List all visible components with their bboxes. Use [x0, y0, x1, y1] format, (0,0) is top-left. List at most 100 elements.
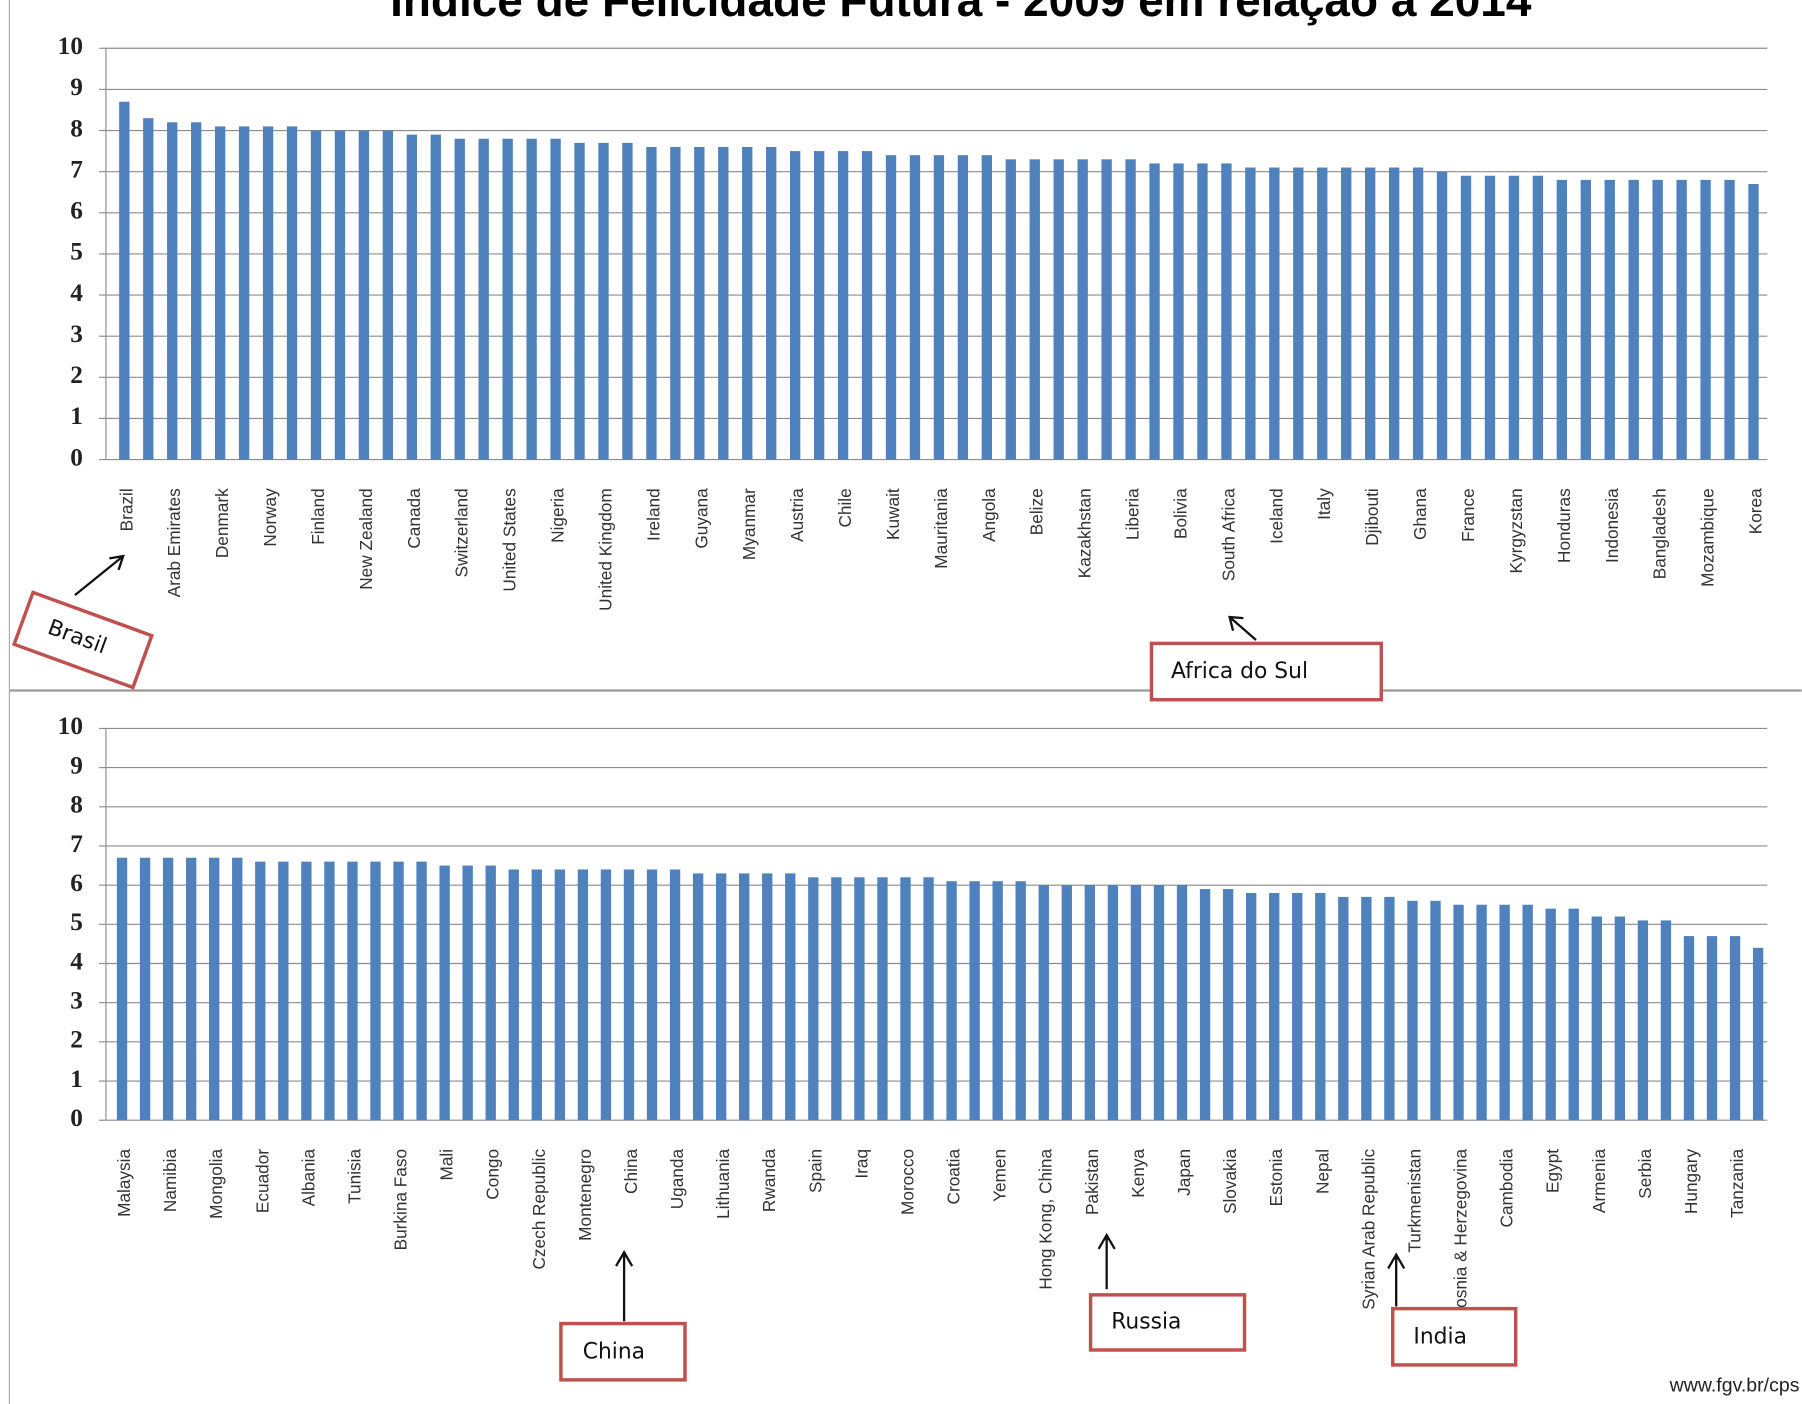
bar [669, 869, 681, 1121]
x-tick-label: Mozambique [1698, 488, 1718, 587]
x-tick-label: Bosnia & Herzegovina [1451, 1149, 1471, 1320]
bar [762, 873, 773, 1121]
bar [454, 138, 465, 460]
bar [502, 138, 513, 460]
y-tick-label: 4 [70, 947, 83, 975]
x-tick-label: Japan [1174, 1149, 1194, 1196]
x-tick-label: Mongolia [206, 1149, 226, 1219]
bar [715, 873, 727, 1121]
bar [1365, 167, 1376, 460]
arrow [74, 554, 125, 597]
bar [981, 155, 993, 460]
bar [334, 130, 346, 460]
bar [1361, 896, 1372, 1121]
bar [1676, 179, 1687, 460]
x-tick-label: Morocco [897, 1149, 917, 1215]
y-tick-label: 9 [70, 751, 83, 779]
bar [462, 865, 473, 1121]
bar [1580, 179, 1591, 460]
x-tick-label: New Zealand [356, 488, 376, 589]
bar [1724, 179, 1735, 460]
bar [262, 126, 274, 460]
x-tick-label: Kuwait [883, 488, 903, 540]
x-tick-label: Rwanda [759, 1149, 779, 1213]
x-tick-label: Mauritania [931, 488, 951, 569]
annotation: Russia [1111, 1309, 1181, 1334]
bar [1453, 904, 1464, 1121]
x-tick-label: Djibouti [1362, 488, 1382, 545]
bar [554, 869, 566, 1121]
x-tick-label: Indonesia [1602, 488, 1622, 563]
bar [278, 861, 289, 1121]
x-tick-label: Namibia [160, 1149, 180, 1213]
x-tick-label: Ecuador [252, 1149, 272, 1213]
x-tick-label: Switzerland [452, 488, 472, 577]
y-tick-label: 2 [70, 361, 83, 389]
bar [1149, 163, 1160, 460]
bar [1153, 885, 1165, 1121]
bar [191, 122, 202, 460]
annotation: India [1413, 1324, 1467, 1349]
bar [1199, 889, 1211, 1121]
x-tick-label: Denmark [212, 488, 232, 558]
bar [478, 138, 489, 460]
bar [1499, 904, 1510, 1121]
bar [1436, 171, 1448, 460]
bar [324, 861, 335, 1121]
bar [310, 130, 322, 460]
x-tick-label: Yemen [990, 1149, 1010, 1202]
bar [1005, 159, 1016, 460]
bar [430, 134, 441, 460]
x-tick-label: Uganda [667, 1149, 687, 1210]
bar [1384, 896, 1395, 1121]
bar [550, 138, 561, 460]
x-tick-label: Kazakhstan [1075, 488, 1095, 578]
source: www.fgv.br/cps [1669, 1374, 1800, 1396]
bar [1245, 167, 1256, 460]
bar [1532, 175, 1544, 460]
x-tick-label: Malaysia [114, 1149, 134, 1217]
x-tick-label: Tanzania [1727, 1149, 1747, 1218]
x-tick-label: Serbia [1635, 1149, 1655, 1199]
x-tick-label: Spain [805, 1149, 825, 1193]
bar [1614, 916, 1626, 1121]
bar [139, 857, 151, 1121]
bar [1604, 179, 1615, 460]
arrow [1228, 615, 1257, 641]
y-tick-label: 8 [70, 791, 83, 819]
x-tick-label: Iraq [851, 1149, 871, 1179]
box [559, 1321, 687, 1382]
bar [808, 877, 819, 1121]
box [1391, 1306, 1518, 1367]
y-tick-label: 0 [70, 1104, 83, 1132]
x-tick-label: Burkina Faso [391, 1149, 411, 1250]
chart-title: Índice de Felicidade Futura - 2009 em re… [390, 0, 1532, 26]
bar [1269, 167, 1280, 460]
bar [1556, 179, 1568, 460]
x-tick-label: Armenia [1589, 1149, 1609, 1214]
bar [992, 881, 1003, 1121]
bar [1221, 163, 1232, 460]
bar [861, 151, 873, 460]
x-tick-label: Mali [437, 1149, 457, 1181]
x-tick-label: Honduras [1554, 488, 1574, 563]
bar [508, 869, 519, 1121]
x-tick-label: Pakistan [1082, 1149, 1102, 1215]
bar [1637, 920, 1649, 1121]
bar [1130, 885, 1142, 1121]
x-tick-label: Kyrgyzstan [1506, 488, 1526, 573]
x-tick-label: Chile [835, 488, 855, 527]
bar [577, 869, 589, 1121]
y-tick-label: 2 [70, 1026, 83, 1054]
bar [598, 142, 609, 460]
bar [600, 869, 612, 1121]
annotation-box: Brasil [11, 590, 154, 690]
bar [1591, 916, 1602, 1121]
box [1149, 641, 1383, 702]
x-tick-label: Myanmar [739, 488, 759, 560]
bar [1101, 159, 1112, 460]
x-tick-label: Italy [1314, 488, 1334, 520]
bar [382, 130, 394, 460]
bar [1125, 159, 1136, 460]
